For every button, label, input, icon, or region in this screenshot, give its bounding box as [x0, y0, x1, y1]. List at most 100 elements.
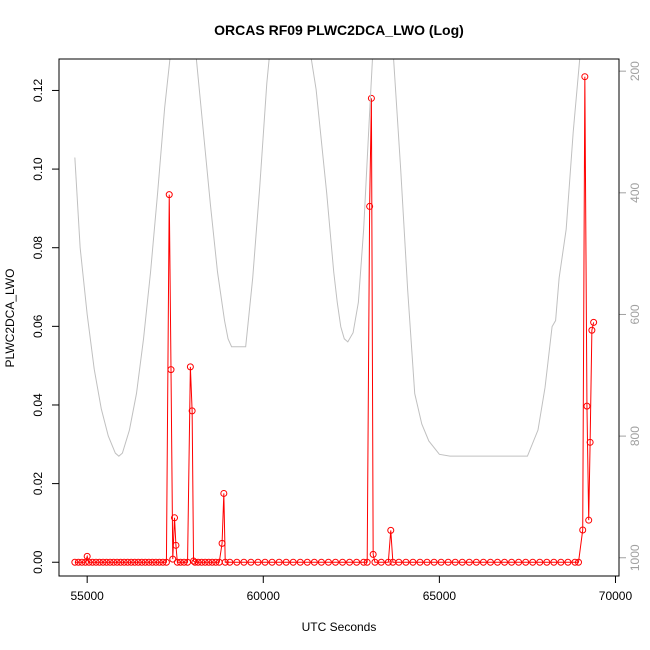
- data-point: [172, 541, 180, 549]
- data-point: [310, 558, 318, 566]
- data-point: [85, 558, 93, 566]
- data-point: [571, 558, 579, 566]
- data-point: [120, 558, 128, 566]
- data-point: [360, 558, 368, 566]
- data-point: [536, 558, 544, 566]
- data-point: [501, 558, 509, 566]
- data-point: [218, 539, 226, 547]
- data-point: [165, 191, 173, 199]
- data-point: [103, 558, 111, 566]
- series-layer: [71, 59, 598, 566]
- y-tick-label: 0.00: [31, 550, 45, 574]
- data-point: [377, 558, 385, 566]
- data-point: [212, 558, 220, 566]
- data-point: [515, 558, 523, 566]
- data-point: [226, 558, 234, 566]
- data-point: [583, 402, 591, 410]
- x-tick-label: 55000: [70, 589, 104, 603]
- data-point: [117, 558, 125, 566]
- data-point: [282, 558, 290, 566]
- data-point: [71, 558, 79, 566]
- secondary-series-line: [74, 59, 581, 457]
- data-point: [247, 558, 255, 566]
- y-tick-label: 0.12: [31, 78, 45, 102]
- data-point: [124, 558, 132, 566]
- y-tick-label: 0.10: [31, 157, 45, 181]
- data-point: [78, 558, 86, 566]
- y2-tick-label: 200: [628, 61, 642, 81]
- data-point: [458, 558, 466, 566]
- y-tick-label: 0.02: [31, 472, 45, 496]
- data-point: [581, 73, 589, 81]
- data-point: [346, 558, 354, 566]
- data-point: [74, 558, 82, 566]
- data-point: [451, 558, 459, 566]
- data-point: [339, 558, 347, 566]
- data-point: [416, 558, 424, 566]
- data-point: [99, 558, 107, 566]
- data-point: [486, 558, 494, 566]
- data-point: [586, 438, 594, 446]
- data-point: [162, 558, 170, 566]
- data-point: [198, 558, 206, 566]
- data-point: [205, 558, 213, 566]
- data-point: [220, 489, 228, 497]
- data-point: [159, 558, 167, 566]
- data-point: [437, 558, 445, 566]
- data-point: [550, 558, 558, 566]
- data-point: [353, 558, 361, 566]
- x-tick-label: 60000: [247, 589, 281, 603]
- data-point: [171, 514, 179, 522]
- data-point: [134, 558, 142, 566]
- data-point: [201, 558, 209, 566]
- data-point: [579, 526, 587, 534]
- data-point: [465, 558, 473, 566]
- data-point: [590, 318, 598, 326]
- data-point: [261, 558, 269, 566]
- data-point: [110, 558, 118, 566]
- data-point: [529, 558, 537, 566]
- data-point: [145, 558, 153, 566]
- data-point: [190, 557, 198, 565]
- data-point: [173, 558, 181, 566]
- data-point: [148, 558, 156, 566]
- data-point: [430, 558, 438, 566]
- data-point: [177, 558, 185, 566]
- data-point: [493, 558, 501, 566]
- data-point: [444, 558, 452, 566]
- data-point: [387, 526, 395, 534]
- data-point: [575, 558, 582, 566]
- data-point: [138, 558, 146, 566]
- y2-tick-label: 600: [628, 304, 642, 324]
- data-point: [275, 558, 283, 566]
- data-point: [152, 558, 160, 566]
- data-point: [367, 94, 375, 102]
- data-point: [268, 558, 276, 566]
- data-point: [131, 558, 139, 566]
- data-point: [106, 558, 114, 566]
- chart-title: ORCAS RF09 PLWC2DCA_LWO (Log): [214, 22, 464, 38]
- y2-tick-label: 1000: [628, 544, 642, 571]
- data-point: [240, 558, 248, 566]
- data-point: [127, 558, 135, 566]
- x-axis-label: UTC Seconds: [302, 620, 377, 634]
- data-point: [402, 558, 410, 566]
- data-point: [395, 558, 403, 566]
- data-point: [113, 558, 121, 566]
- plot-frame: [58, 58, 620, 577]
- data-point: [409, 558, 417, 566]
- x-tick-label: 65000: [423, 589, 457, 603]
- data-point: [317, 558, 325, 566]
- data-point: [180, 558, 188, 566]
- data-point: [588, 326, 596, 334]
- data-point: [522, 558, 530, 566]
- data-point: [564, 558, 572, 566]
- y-axis-label: PLWC2DCA_LWO: [3, 269, 17, 368]
- primary-series-line: [74, 76, 595, 563]
- data-point: [363, 558, 371, 566]
- data-point: [508, 558, 516, 566]
- data-point: [141, 558, 149, 566]
- y-tick-label: 0.08: [31, 236, 45, 260]
- data-point: [96, 558, 103, 566]
